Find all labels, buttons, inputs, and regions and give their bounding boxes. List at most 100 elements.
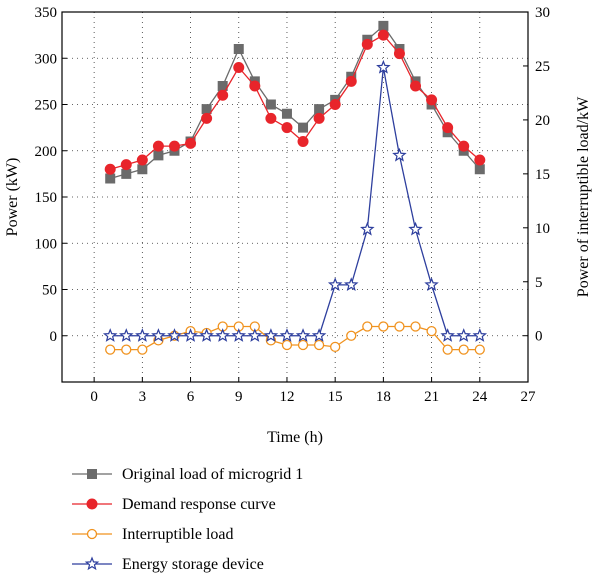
x-tick-label: 18 <box>376 389 391 405</box>
data-point <box>263 328 279 342</box>
data-point <box>119 328 134 342</box>
data-point <box>120 159 132 171</box>
plot-frame <box>61 11 529 383</box>
y-tick-label: 250 <box>35 98 58 114</box>
y2-tick-label: 5 <box>535 275 543 291</box>
data-point <box>281 108 292 119</box>
y-tick-label: 300 <box>35 51 58 67</box>
y-tick-label: 100 <box>35 236 58 252</box>
data-point <box>330 341 341 353</box>
series-layer <box>102 20 488 355</box>
x-tick-label: 12 <box>279 389 294 405</box>
data-point <box>137 344 148 355</box>
series-2 <box>105 321 485 355</box>
legend-marker <box>87 469 97 479</box>
data-point <box>458 140 470 152</box>
data-point <box>376 59 391 74</box>
legend-marker <box>84 556 100 571</box>
grid <box>62 11 528 382</box>
data-point <box>378 321 389 332</box>
data-point <box>105 173 116 184</box>
series-line <box>110 67 480 337</box>
data-point <box>410 80 422 92</box>
data-point <box>313 339 325 351</box>
legend: Original load of microgrid 1 Demand respo… <box>72 466 303 573</box>
y-tick-label: 50 <box>42 283 57 299</box>
series-line <box>110 34 481 170</box>
data-point <box>360 221 375 236</box>
data-point <box>168 140 180 152</box>
data-point <box>298 122 309 133</box>
legend-item: Energy storage device <box>72 556 264 573</box>
data-point <box>265 112 277 124</box>
y2-tick-label: 30 <box>535 5 550 21</box>
data-point <box>265 99 276 110</box>
data-point <box>185 137 197 149</box>
x-tick-label: 27 <box>521 389 537 405</box>
x-tick-label: 3 <box>139 389 147 405</box>
data-point <box>215 328 230 342</box>
data-point <box>249 80 261 92</box>
x-tick-label: 24 <box>472 389 488 405</box>
data-point <box>121 168 132 179</box>
data-point <box>201 104 212 115</box>
data-point <box>233 62 245 73</box>
data-point <box>135 328 150 342</box>
data-point <box>313 112 325 124</box>
data-point <box>426 94 438 106</box>
series-3 <box>102 59 488 342</box>
data-point <box>442 122 454 134</box>
data-point <box>314 104 325 115</box>
y2-tick-label: 25 <box>535 59 550 75</box>
data-point <box>297 136 309 147</box>
data-point <box>442 344 453 355</box>
data-point <box>474 164 485 175</box>
data-point <box>233 44 244 54</box>
y2-tick-label: 15 <box>535 167 550 183</box>
y-tick-label: 150 <box>35 190 58 206</box>
data-point <box>392 147 407 162</box>
legend-label: Original load of microgrid 1 <box>122 466 303 483</box>
legend-marker <box>86 498 98 510</box>
y-tick-label: 200 <box>35 144 58 160</box>
y-axis-right: 0 5 10 15 20 25 30 <box>523 5 550 345</box>
data-point <box>281 122 293 134</box>
data-point <box>199 328 214 342</box>
data-point <box>361 38 373 50</box>
data-point <box>281 339 293 351</box>
x-tick-label: 9 <box>235 389 243 405</box>
y2-tick-label: 0 <box>535 329 543 345</box>
data-point <box>104 163 116 175</box>
x-tick-label: 15 <box>328 389 343 405</box>
data-point <box>201 112 213 124</box>
data-point <box>231 328 247 342</box>
data-point <box>458 344 469 355</box>
data-point <box>217 89 229 101</box>
data-point <box>183 328 198 342</box>
data-point <box>279 328 295 342</box>
data-point <box>167 328 182 342</box>
data-point <box>297 339 309 351</box>
data-point <box>410 321 421 332</box>
data-point <box>152 140 164 152</box>
x-axis-title: Time (h) <box>267 429 323 446</box>
y-axis-title: Power (kW) <box>4 158 21 237</box>
data-point <box>151 328 166 342</box>
legend-item: Interruptible load <box>72 526 234 543</box>
data-point <box>394 321 405 332</box>
data-point <box>327 277 343 292</box>
x-tick-label: 0 <box>90 389 98 405</box>
legend-label: Interruptible load <box>122 526 234 543</box>
x-tick-label: 21 <box>424 389 439 405</box>
data-point <box>378 20 389 31</box>
data-point <box>408 221 423 236</box>
data-point <box>346 330 357 341</box>
y-axis-left: 0 50 100 150 200 250 300 350 <box>35 5 67 345</box>
data-point <box>345 75 357 87</box>
x-tick-label: 6 <box>187 389 195 405</box>
y2-tick-label: 10 <box>535 221 550 237</box>
x-axis: 0 3 6 9 12 15 18 21 24 27 <box>90 377 536 405</box>
y-tick-label: 350 <box>35 5 58 21</box>
legend-marker <box>86 528 98 540</box>
